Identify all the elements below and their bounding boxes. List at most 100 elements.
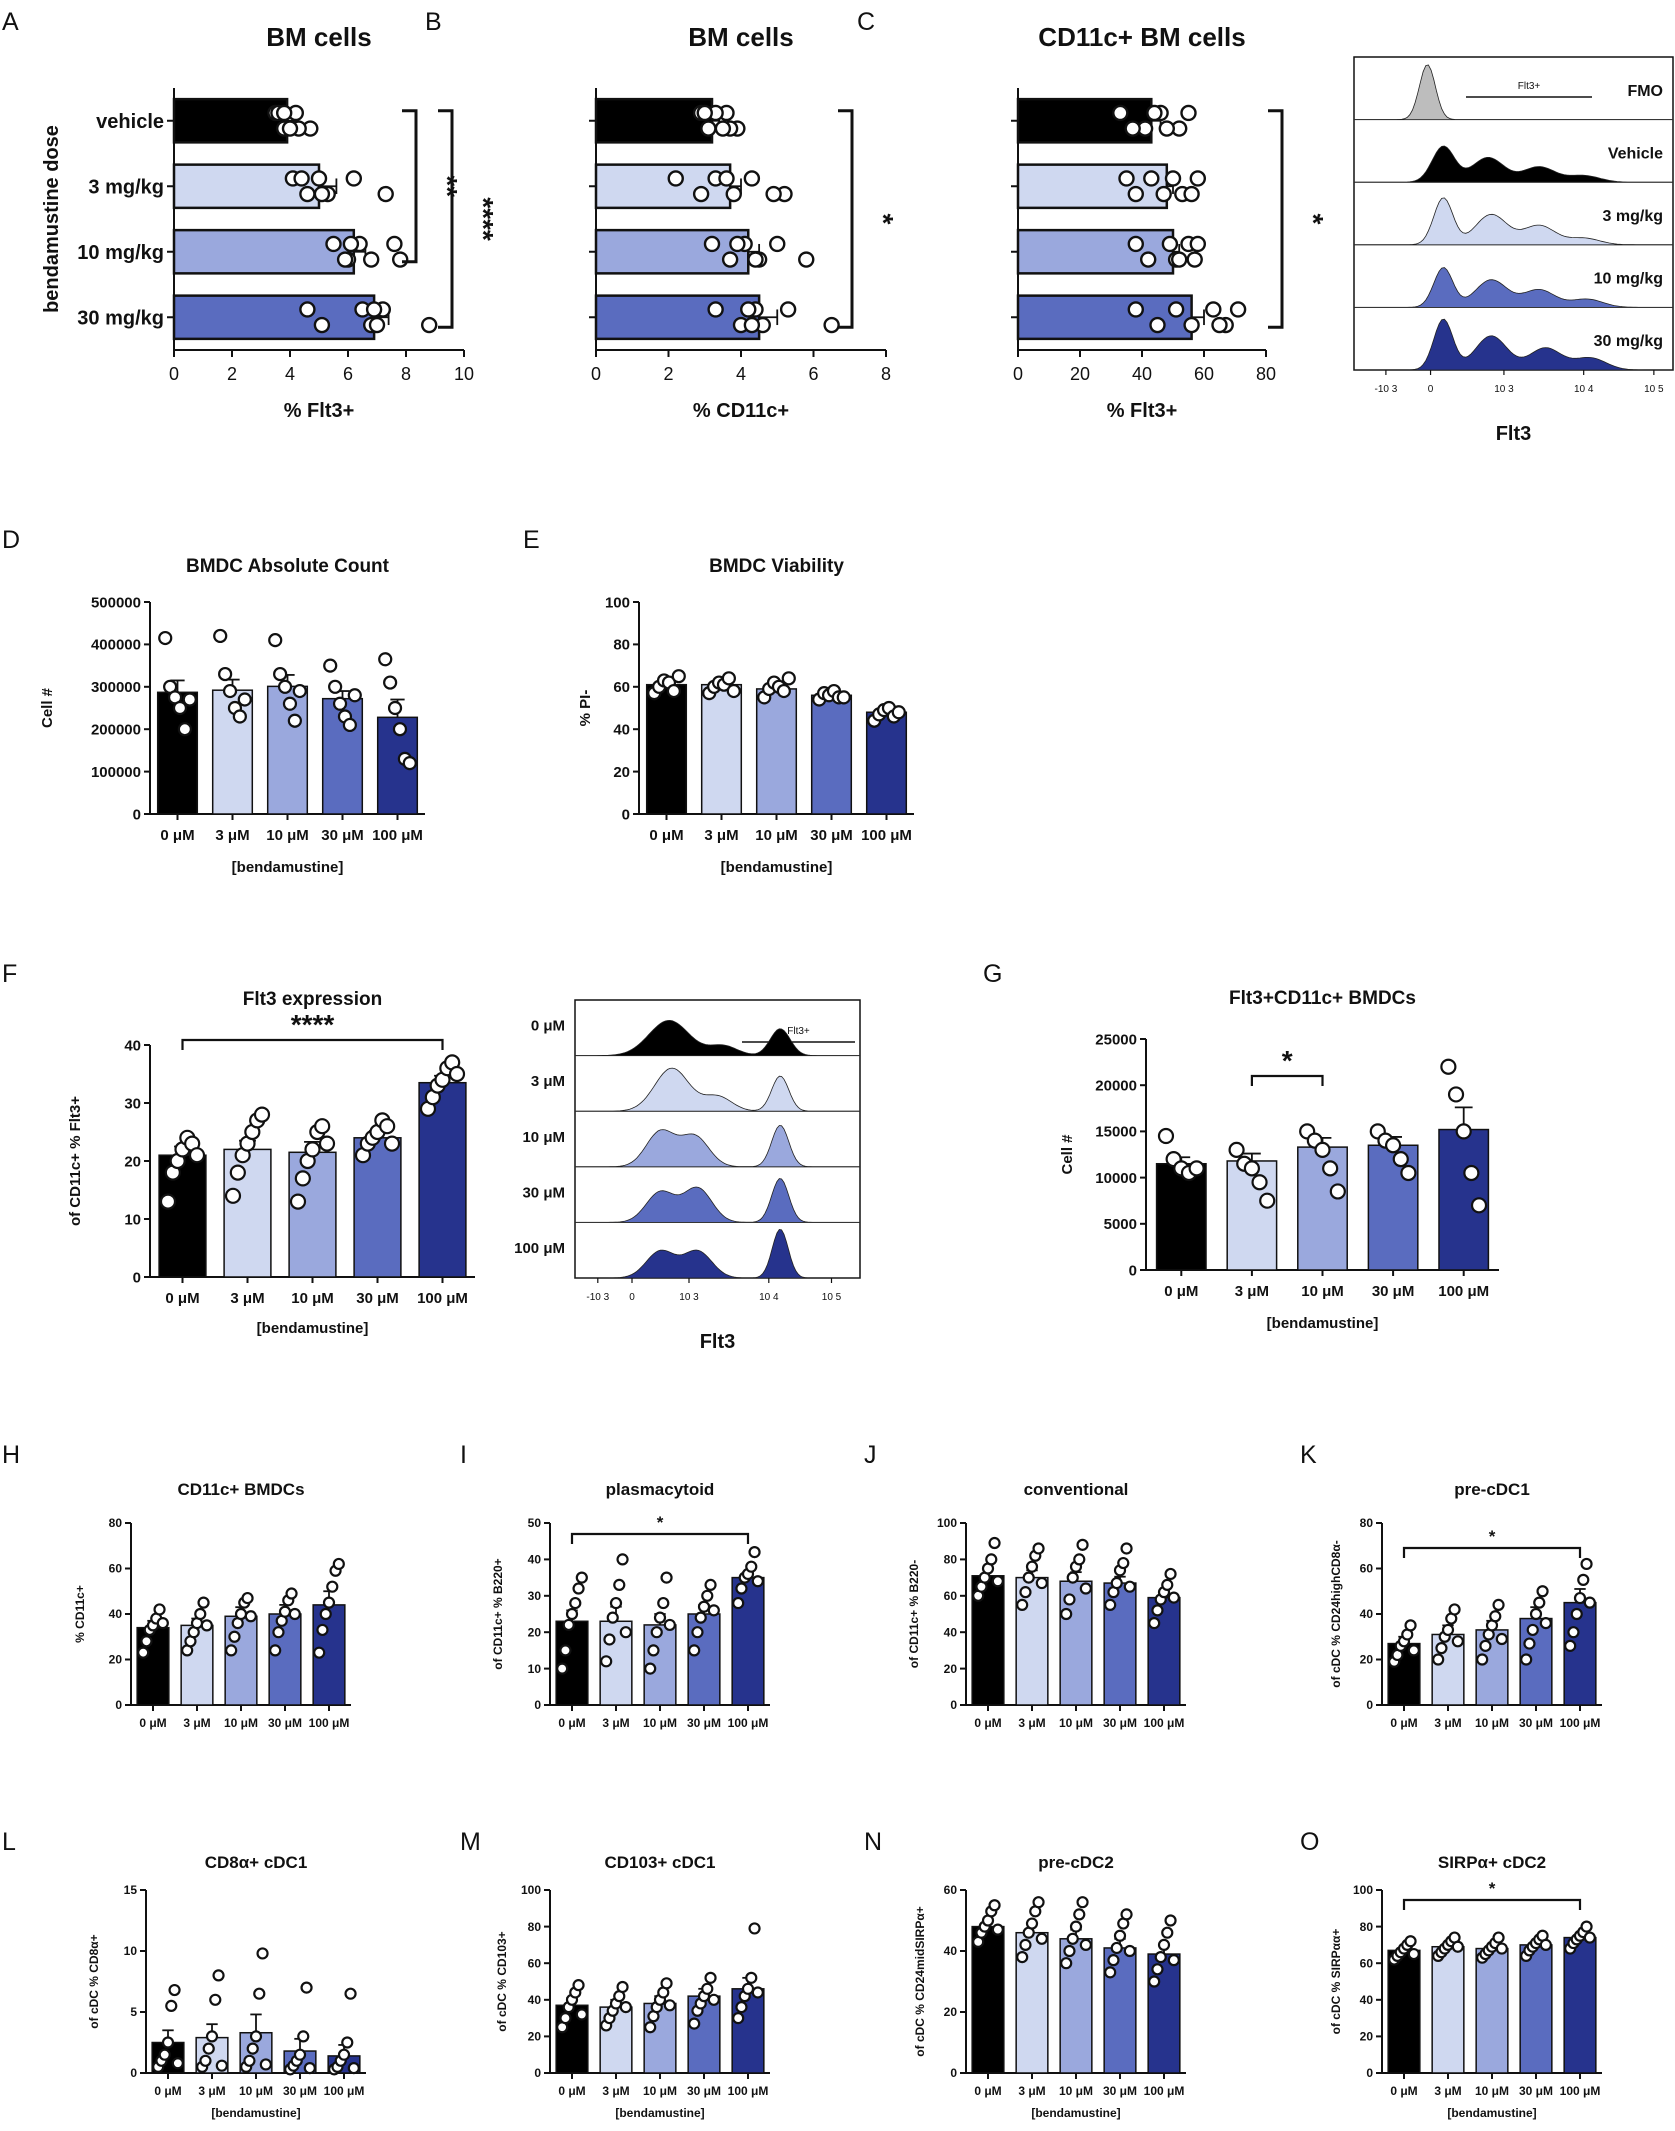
data-point: [721, 671, 736, 686]
chart-title: CD8α+ cDC1: [205, 1853, 308, 1872]
significance-bracket: [438, 109, 454, 329]
data-point: [1583, 1931, 1596, 1944]
data-point: [1400, 1164, 1417, 1182]
data-point: [559, 1644, 572, 1657]
data-point: [1455, 1123, 1472, 1140]
data-point: [1146, 104, 1163, 122]
x-axis-label: [bendamustine]: [211, 2106, 300, 2120]
data-point: [1066, 1932, 1079, 1945]
data-point: [1228, 1141, 1245, 1158]
data-point: [1189, 235, 1207, 253]
data-point: [1157, 1938, 1171, 1952]
data-point: [609, 1596, 623, 1610]
data-point: [1432, 1653, 1445, 1666]
bar: [1367, 1144, 1419, 1271]
data-point: [188, 1147, 206, 1164]
data-point: [650, 1626, 663, 1639]
data-point: [1392, 1151, 1409, 1168]
data-point: [1583, 1596, 1596, 1609]
data-point: [691, 1626, 704, 1639]
y-tick-label: 40: [528, 1553, 542, 1567]
x-tick-label: 10 μM: [266, 827, 309, 844]
data-point: [694, 1611, 707, 1624]
chart-H: H CD11c+ BMDCs 0 20 40 60 80 0 μM 3 μM 10 μM 30 μM…: [2, 1441, 351, 1730]
panel-label: O: [1300, 1828, 1319, 1856]
data-point: [1167, 301, 1185, 318]
data-point: [137, 1646, 150, 1659]
bar: [268, 1613, 302, 1706]
track-label: 10 μM: [522, 1129, 565, 1146]
data-point: [743, 316, 761, 334]
data-point: [991, 1923, 1004, 1936]
data-point: [666, 683, 681, 699]
x-tick-label: 10: [454, 364, 474, 384]
data-point: [294, 1170, 311, 1187]
panel-label: D: [2, 526, 20, 554]
data-point: [769, 235, 786, 253]
x-tick-label: 30 μM: [356, 1290, 399, 1307]
data-point: [336, 251, 354, 268]
bar: [1475, 1947, 1509, 2074]
x-tick-label: 0 μM: [558, 1716, 585, 1730]
data-point: [988, 1899, 1001, 1912]
y-tick-label: 200000: [91, 721, 141, 738]
x-axis-label: % Flt3+: [284, 400, 355, 422]
x-tick-label: 20: [1070, 364, 1090, 384]
data-point: [253, 1987, 266, 2000]
data-point: [383, 675, 398, 690]
data-point: [603, 1633, 616, 1646]
data-point: [300, 1981, 313, 1994]
data-point: [721, 251, 739, 268]
y-tick-label: 20: [528, 1625, 542, 1639]
data-point: [1189, 170, 1207, 187]
y-tick-label: 60: [109, 1562, 123, 1576]
x-tick-label: 10 3: [1494, 384, 1514, 395]
data-point: [259, 2058, 272, 2071]
data-point: [1539, 1616, 1552, 1630]
bar: [865, 711, 908, 815]
data-point: [1113, 1929, 1127, 1942]
data-point: [299, 301, 316, 318]
significance-label: ****: [291, 1009, 335, 1040]
chart-title: pre-cDC2: [1038, 1853, 1114, 1872]
data-point: [232, 709, 247, 724]
x-tick-label: 10 μM: [755, 827, 798, 844]
data-point: [1441, 1623, 1455, 1637]
data-point: [313, 316, 331, 334]
y-tick-label: 40: [1360, 1607, 1374, 1621]
data-point: [1448, 1603, 1461, 1616]
y-tick-label: 0: [133, 1269, 141, 1286]
y-tick-label: 100000: [91, 764, 141, 781]
data-point: [606, 1611, 619, 1624]
data-point: [172, 700, 188, 716]
y-tick-label: 80: [613, 637, 630, 654]
y-tick-label: 20: [109, 1653, 123, 1667]
data-point: [1148, 1616, 1161, 1630]
data-point: [1447, 1086, 1465, 1103]
data-point: [177, 722, 192, 737]
data-point: [575, 2008, 588, 2021]
data-point: [229, 1164, 246, 1181]
significance-label: *: [868, 214, 899, 225]
track-label: 3 μM: [531, 1073, 565, 1090]
x-tick-label: 100 μM: [1144, 2084, 1185, 2098]
y-tick-label: 0: [534, 1698, 541, 1712]
bar: [1016, 163, 1169, 210]
panel-label: L: [2, 1828, 16, 1856]
data-point: [1329, 1183, 1346, 1200]
data-point: [1495, 1942, 1508, 1955]
data-point: [1110, 1576, 1123, 1590]
data-point: [1570, 1607, 1583, 1621]
data-point: [1451, 1940, 1464, 1953]
x-tick-label: 30 μM: [1519, 2084, 1553, 2098]
data-point: [696, 104, 713, 122]
data-point: [313, 1646, 326, 1659]
data-point: [1151, 1604, 1164, 1617]
data-point: [1123, 1580, 1136, 1593]
y-tick-label: 80: [109, 1516, 123, 1530]
histogram-C: Flt3+ FMO Vehicle 3 mg/kg 10 mg/kg 30 mg/kg -1…: [1353, 56, 1674, 445]
y-axis-label: of cDC % CD8α+: [87, 1934, 101, 2028]
chart-E: E BMDC Viability 0 20 40 60 80 100 0 μM 3 μM 10 μM…: [523, 526, 914, 876]
y-tick-label: 10: [528, 1662, 542, 1676]
x-tick-label: 3 μM: [230, 1290, 264, 1307]
